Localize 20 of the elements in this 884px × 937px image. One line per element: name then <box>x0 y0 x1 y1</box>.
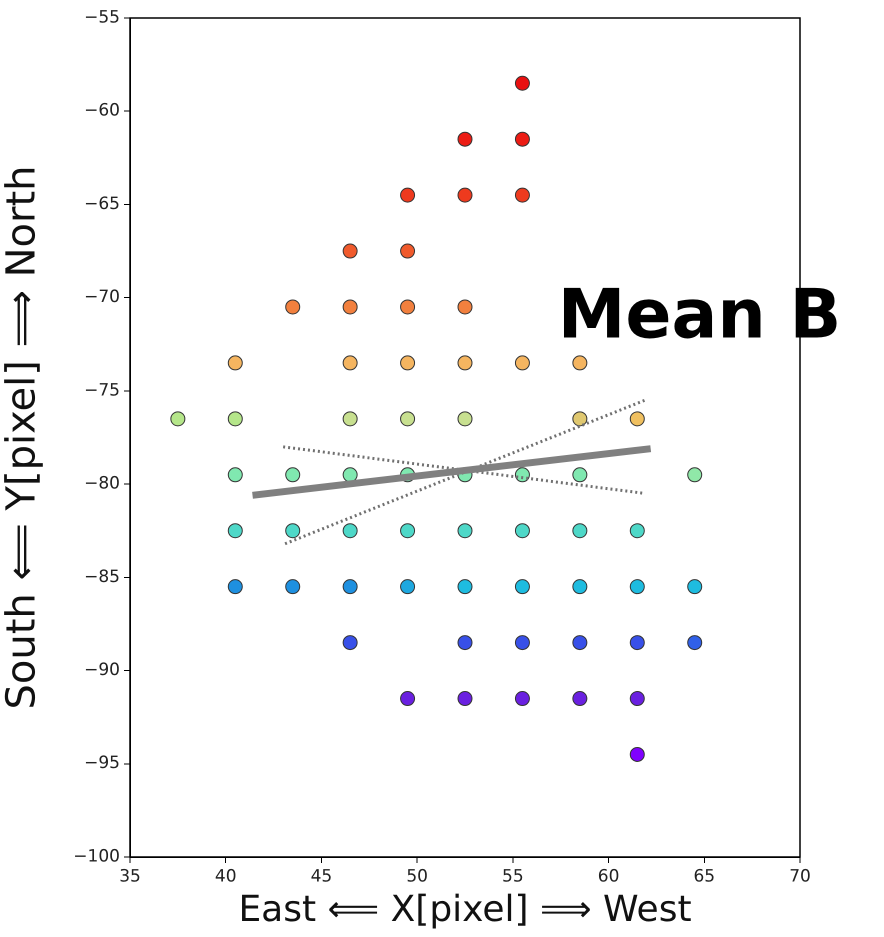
y-tick-label: −85 <box>84 566 120 587</box>
x-tick-label: 45 <box>310 866 332 887</box>
y-tick-label: −95 <box>84 753 120 774</box>
x-tick-label: 65 <box>693 866 716 887</box>
y-tick-label: −90 <box>84 660 120 680</box>
x-tick-label: 70 <box>789 866 811 887</box>
x-tick-label: 60 <box>598 866 620 887</box>
x-tick-label: 40 <box>214 866 237 887</box>
x-tick-label: 50 <box>406 866 428 887</box>
x-tick-label: 55 <box>502 866 524 887</box>
y-tick-label: −55 <box>84 7 120 28</box>
y-tick-label: −100 <box>73 846 120 866</box>
y-tick-label: −60 <box>84 100 120 121</box>
y-tick-label: −65 <box>84 194 120 214</box>
y-tick-label: −80 <box>84 474 120 494</box>
y-tick-label: −75 <box>84 380 120 400</box>
x-axis-title: East ⟸ X[pixel] ⟹ West <box>238 888 692 930</box>
x-tick-label: 35 <box>119 866 141 887</box>
y-axis-title: South ⟸ Y[pixel] ⟹ North <box>0 166 44 710</box>
y-tick-label: −70 <box>84 287 120 308</box>
